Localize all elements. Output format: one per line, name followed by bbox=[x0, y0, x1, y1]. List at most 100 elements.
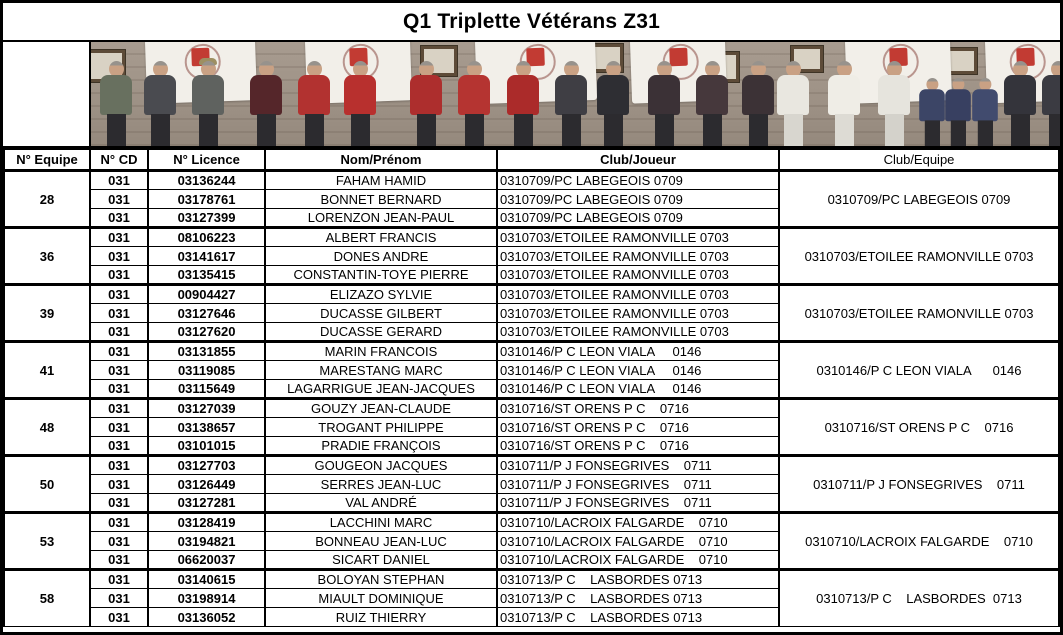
person-figure bbox=[506, 58, 540, 146]
nom-cell: BONNET BERNARD bbox=[264, 189, 498, 209]
club-joueur-cell: 0310146/P C LEON VIALA 0146 bbox=[496, 360, 780, 380]
head-decoration bbox=[353, 61, 368, 77]
legs-decoration bbox=[257, 114, 276, 146]
person-figure bbox=[1041, 58, 1060, 146]
head-decoration bbox=[516, 61, 531, 77]
nom-cell: ALBERT FRANCIS bbox=[264, 226, 498, 247]
nom-cell: ELIZAZO SYLVIE bbox=[264, 283, 498, 304]
cd-cell: 031 bbox=[89, 493, 149, 513]
player-row: 031 03115649 LAGARRIGUE JEAN-JACQUES 031014… bbox=[4, 379, 1059, 399]
column-header: Club/Joueur bbox=[496, 148, 780, 172]
player-row: 41 031 03131855 MARIN FRANCOIS 0310146/P C L… bbox=[3, 340, 1060, 399]
head-decoration bbox=[564, 61, 579, 77]
person-figure bbox=[695, 58, 729, 146]
licence-cell: 03138657 bbox=[147, 417, 266, 437]
cd-cell: 031 bbox=[89, 189, 149, 209]
legs-decoration bbox=[703, 114, 722, 146]
person-figure bbox=[99, 58, 133, 146]
person-figure bbox=[944, 76, 971, 146]
cd-cell: 031 bbox=[89, 303, 149, 323]
person-figure bbox=[457, 58, 491, 146]
jacket-decoration bbox=[507, 75, 539, 115]
player-row: 031 03194821 BONNEAU JEAN-LUC 0310710/LACRO… bbox=[4, 531, 1059, 551]
results-table: N° Equipe N° CD N° Licence Nom/Prénom Club/J… bbox=[3, 148, 1060, 627]
head-decoration bbox=[705, 61, 720, 77]
legs-decoration bbox=[199, 114, 218, 146]
licence-cell: 03141617 bbox=[147, 246, 266, 266]
head-decoration bbox=[751, 61, 766, 77]
club-joueur-cell: 0310703/ETOILEE RAMONVILLE 0703 bbox=[496, 265, 780, 285]
club-joueur-cell: 0310716/ST ORENS P C 0716 bbox=[496, 417, 780, 437]
nom-cell: MIAULT DOMINIQUE bbox=[264, 588, 498, 608]
licence-cell: 03127646 bbox=[147, 303, 266, 323]
nom-cell: GOUZY JEAN-CLAUDE bbox=[264, 397, 498, 418]
club-joueur-cell: 0310710/LACROIX FALGARDE 0710 bbox=[496, 550, 780, 570]
equipe-cell: 53 bbox=[3, 511, 91, 570]
player-row: 031 03138657 TROGANT PHILIPPE 0310716/ST OR… bbox=[4, 417, 1059, 437]
jacket-decoration bbox=[298, 75, 330, 115]
person-figure bbox=[409, 58, 443, 146]
licence-cell: 03119085 bbox=[147, 360, 266, 380]
legs-decoration bbox=[749, 114, 768, 146]
cd-cell: 031 bbox=[89, 607, 149, 627]
legs-decoration bbox=[151, 114, 170, 146]
jacket-decoration bbox=[192, 75, 224, 115]
player-row: 031 06620037 SICART DANIEL 0310710/LACROIX … bbox=[4, 550, 1059, 570]
licence-cell: 03127399 bbox=[147, 208, 266, 228]
club-equipe-cell: 0310710/LACROIX FALGARDE 0710 bbox=[778, 511, 1060, 570]
person-figure bbox=[191, 58, 225, 146]
nom-cell: RUIZ THIERRY bbox=[264, 607, 498, 627]
head-decoration bbox=[109, 61, 124, 77]
licence-cell: 03131855 bbox=[147, 340, 266, 361]
nom-cell: DUCASSE GERARD bbox=[264, 322, 498, 342]
equipe-cell: 58 bbox=[3, 568, 91, 627]
licence-cell: 03101015 bbox=[147, 436, 266, 456]
nom-cell: LAGARRIGUE JEAN-JACQUES bbox=[264, 379, 498, 399]
legs-decoration bbox=[417, 114, 436, 146]
club-joueur-cell: 0310709/PC LABEGEOIS 0709 bbox=[496, 169, 780, 190]
cd-cell: 031 bbox=[89, 340, 149, 361]
cd-cell: 031 bbox=[89, 550, 149, 570]
jacket-decoration bbox=[1004, 75, 1036, 115]
head-decoration bbox=[657, 61, 672, 77]
person-figure bbox=[297, 58, 331, 146]
column-header: Nom/Prénom bbox=[264, 148, 498, 172]
jacket-decoration bbox=[100, 75, 132, 115]
jacket-decoration bbox=[919, 89, 945, 122]
cd-cell: 031 bbox=[89, 322, 149, 342]
player-row: 28 031 03136244 FAHAM HAMID 0310709/PC LABEG… bbox=[3, 169, 1060, 228]
jacket-decoration bbox=[696, 75, 728, 115]
club-equipe-cell: 0310703/ETOILEE RAMONVILLE 0703 bbox=[778, 283, 1060, 342]
player-row: 50 031 03127703 GOUGEON JACQUES 0310711/P J … bbox=[3, 454, 1060, 513]
player-row: 39 031 00904427 ELIZAZO SYLVIE 0310703/ETOIL… bbox=[3, 283, 1060, 342]
jacket-decoration bbox=[344, 75, 376, 115]
club-joueur-cell: 0310710/LACROIX FALGARDE 0710 bbox=[496, 511, 780, 532]
photo-frame-decoration bbox=[947, 48, 977, 74]
legs-decoration bbox=[107, 114, 126, 146]
equipe-cell: 48 bbox=[3, 397, 91, 456]
cd-cell: 031 bbox=[89, 417, 149, 437]
person-figure bbox=[143, 58, 177, 146]
cd-cell: 031 bbox=[89, 169, 149, 190]
photo-row-blank-cell bbox=[3, 42, 91, 146]
legs-decoration bbox=[924, 120, 940, 146]
head-decoration bbox=[1013, 61, 1028, 77]
column-header: Club/Equipe bbox=[778, 148, 1060, 172]
licence-cell: 03126449 bbox=[147, 474, 266, 494]
person-figure bbox=[554, 58, 588, 146]
nom-cell: BOLOYAN STEPHAN bbox=[264, 568, 498, 589]
player-row: 031 03127646 DUCASSE GILBERT 0310703/ETOILE… bbox=[4, 303, 1059, 323]
photo-row bbox=[3, 42, 1060, 148]
player-row: 031 03119085 MARESTANG MARC 0310146/P C LEO… bbox=[4, 360, 1059, 380]
club-equipe-cell: 0310711/P J FONSEGRIVES 0711 bbox=[778, 454, 1060, 513]
cd-cell: 031 bbox=[89, 474, 149, 494]
player-row: 48 031 03127039 GOUZY JEAN-CLAUDE 0310716/ST… bbox=[3, 397, 1060, 456]
head-decoration bbox=[606, 61, 621, 77]
legs-decoration bbox=[835, 114, 854, 146]
legs-decoration bbox=[604, 114, 623, 146]
jacket-decoration bbox=[945, 89, 971, 122]
licence-cell: 03194821 bbox=[147, 531, 266, 551]
cd-cell: 031 bbox=[89, 246, 149, 266]
club-equipe-cell: 0310703/ETOILEE RAMONVILLE 0703 bbox=[778, 226, 1060, 285]
